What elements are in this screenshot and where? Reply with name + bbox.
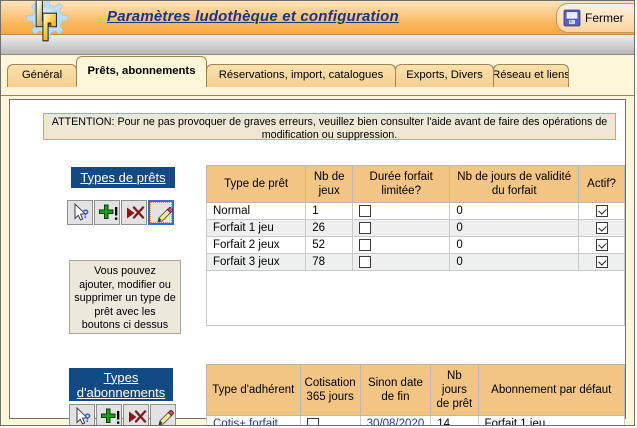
svg-text:?: ?: [84, 413, 91, 425]
svg-text:?: ?: [82, 209, 89, 221]
